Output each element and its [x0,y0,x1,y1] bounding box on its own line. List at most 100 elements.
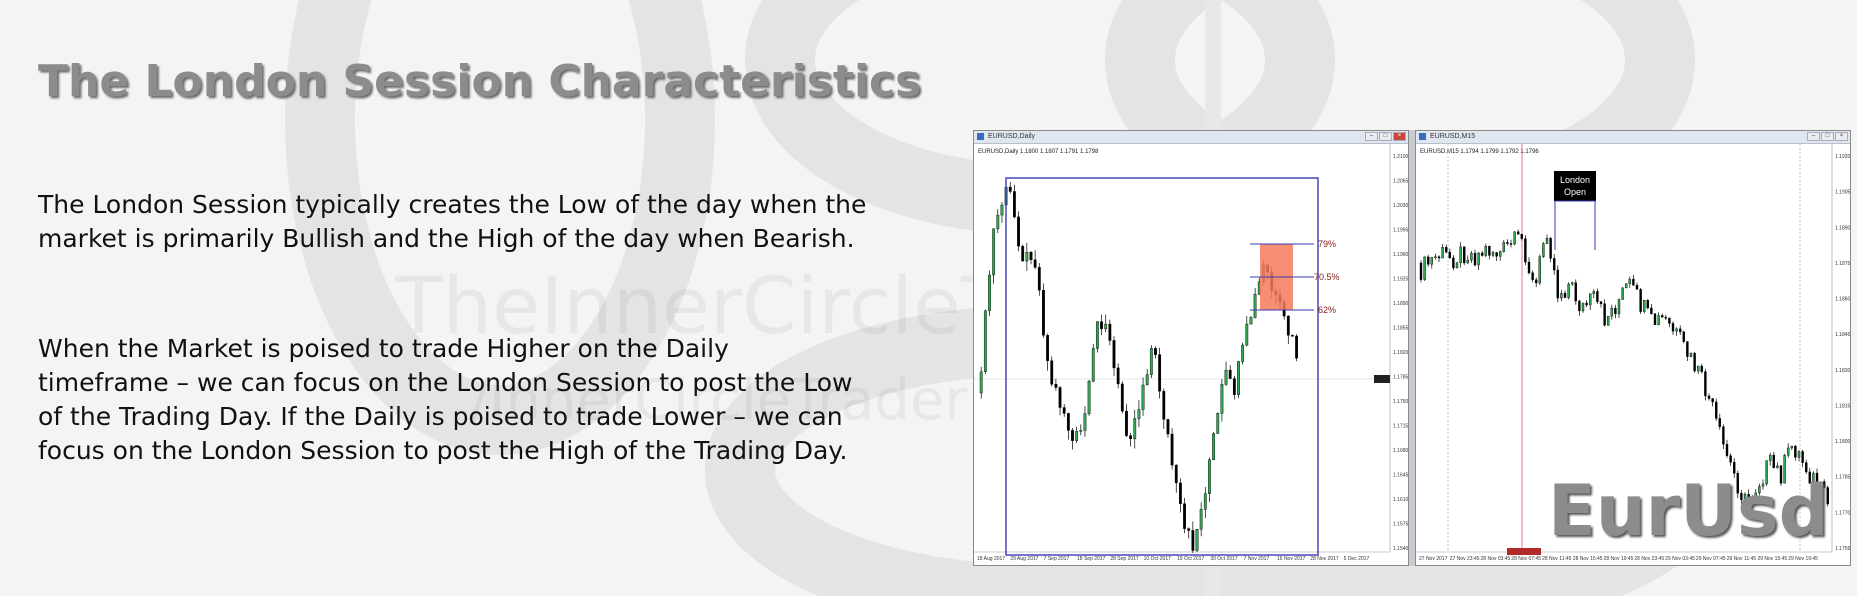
price-tick-label: 1.2065 [1393,179,1408,185]
candle [1542,243,1545,257]
candle [1754,492,1757,499]
candle [1646,300,1650,309]
maximize-button[interactable]: □ [1379,132,1392,141]
maximize-button[interactable]: □ [1821,132,1834,141]
candle [1805,462,1808,473]
candle [1725,443,1729,456]
candle [1715,401,1718,419]
candle [1761,483,1765,487]
price-tick-label: 1.1830 [1835,368,1850,374]
candle [979,371,983,394]
london-open-label-line2: Open [1564,187,1586,197]
candle [1253,293,1257,318]
candle [992,228,996,276]
candle [1812,472,1815,484]
candle [1178,482,1182,504]
candle [1495,252,1498,257]
candle [1524,238,1527,263]
candle [1008,186,1012,192]
candle [1578,300,1581,312]
price-tick-label: 1.1715 [1393,424,1408,430]
candle [1657,315,1660,326]
london-open-label-box [1554,171,1596,201]
candle [1790,445,1793,449]
price-tick-label: 1.1925 [1393,277,1408,283]
candle [1567,283,1570,298]
candle [1445,247,1448,253]
candle [1711,398,1714,403]
candle [1195,529,1199,551]
price-tick-label: 1.1875 [1835,261,1850,267]
candle [1776,465,1779,468]
price-tick-label: 1.1960 [1393,252,1408,258]
candle [1125,410,1128,436]
candle [1183,503,1186,529]
candle [1466,259,1469,264]
candle [1740,492,1743,501]
price-tick-label: 1.2030 [1393,203,1408,209]
candle [1628,278,1632,284]
candle [1538,256,1542,284]
candle [1603,303,1606,326]
date-tick-label: 27 Nov 23:45 [1450,556,1480,562]
candle [1083,413,1087,431]
paragraph-london-low-high: The London Session typically creates the… [38,188,918,256]
candle [1216,413,1220,434]
minimize-button[interactable]: – [1807,132,1820,141]
date-tick-label: 28 Nov 2017 [1310,556,1339,562]
candle [1668,317,1671,324]
candle [1095,321,1099,349]
candle [1463,246,1466,264]
candle [1765,460,1768,485]
chart-window-icon [977,133,984,140]
date-tick-label: 29 Nov 15:45 [1757,556,1787,562]
window-divider [1409,130,1415,566]
price-tick-label: 1.1770 [1835,510,1850,516]
candle [1671,323,1675,332]
intraday-window-titlebar[interactable]: EURUSD,M15 – □ × [1416,131,1850,144]
price-tick-label: 1.1890 [1835,225,1850,231]
candle [1679,328,1682,333]
chart-window-icon [1419,133,1426,140]
close-button[interactable]: × [1393,132,1406,141]
daily-chart-window[interactable]: EURUSD,Daily – □ × EURUSD,Daily 1.1800 1… [973,130,1409,566]
candle [1013,191,1016,218]
price-tick-label: 1.1750 [1393,399,1408,405]
candle [1245,323,1249,346]
candle [1100,321,1103,330]
close-button[interactable]: × [1835,132,1848,141]
candle [1141,384,1145,410]
candle [1033,259,1037,268]
paragraph2-line: of the Trading Day. If the Daily is pois… [38,402,843,431]
candle [1459,246,1462,264]
candle [1154,348,1157,355]
intraday-chart-window[interactable]: EURUSD,M15 – □ × EURUSD,M15 1.1794 1.179… [1415,130,1851,566]
candle [1116,367,1120,385]
date-tick-label: 27 Nov 2017 [1419,556,1448,562]
candle [1675,328,1678,332]
candle [1527,261,1531,274]
intraday-window-title: EURUSD,M15 [1430,133,1476,140]
candle [1087,380,1091,414]
candle [1549,238,1552,259]
daily-candlestick-chart[interactable]: EURUSD,Daily 1.1800 1.1807 1.1791 1.1798… [974,144,1408,566]
date-tick-label: 10 Oct 2017 [1144,556,1171,562]
price-tick-label: 1.1860 [1835,297,1850,303]
date-tick-label: 29 Nov 03:45 [1665,556,1695,562]
candle [1693,352,1696,372]
candle [983,310,987,372]
date-tick-label: 28 Nov 03:45 [1481,556,1511,562]
candle [1758,485,1761,494]
intraday-candlestick-chart[interactable]: EURUSD,M15 1.1794 1.1799 1.1792 1.1796 L… [1416,144,1850,566]
candle [1249,317,1253,325]
candle [1718,418,1721,427]
candle [1430,257,1434,265]
candle [1437,256,1441,259]
date-tick-label: 18 Sep 2017 [1077,556,1106,562]
minimize-button[interactable]: – [1365,132,1378,141]
daily-window-titlebar[interactable]: EURUSD,Daily – □ × [974,131,1408,144]
candle [1050,360,1054,385]
date-tick-label: 30 Oct 2017 [1210,556,1237,562]
candle [1129,435,1132,440]
candle [1203,493,1207,510]
